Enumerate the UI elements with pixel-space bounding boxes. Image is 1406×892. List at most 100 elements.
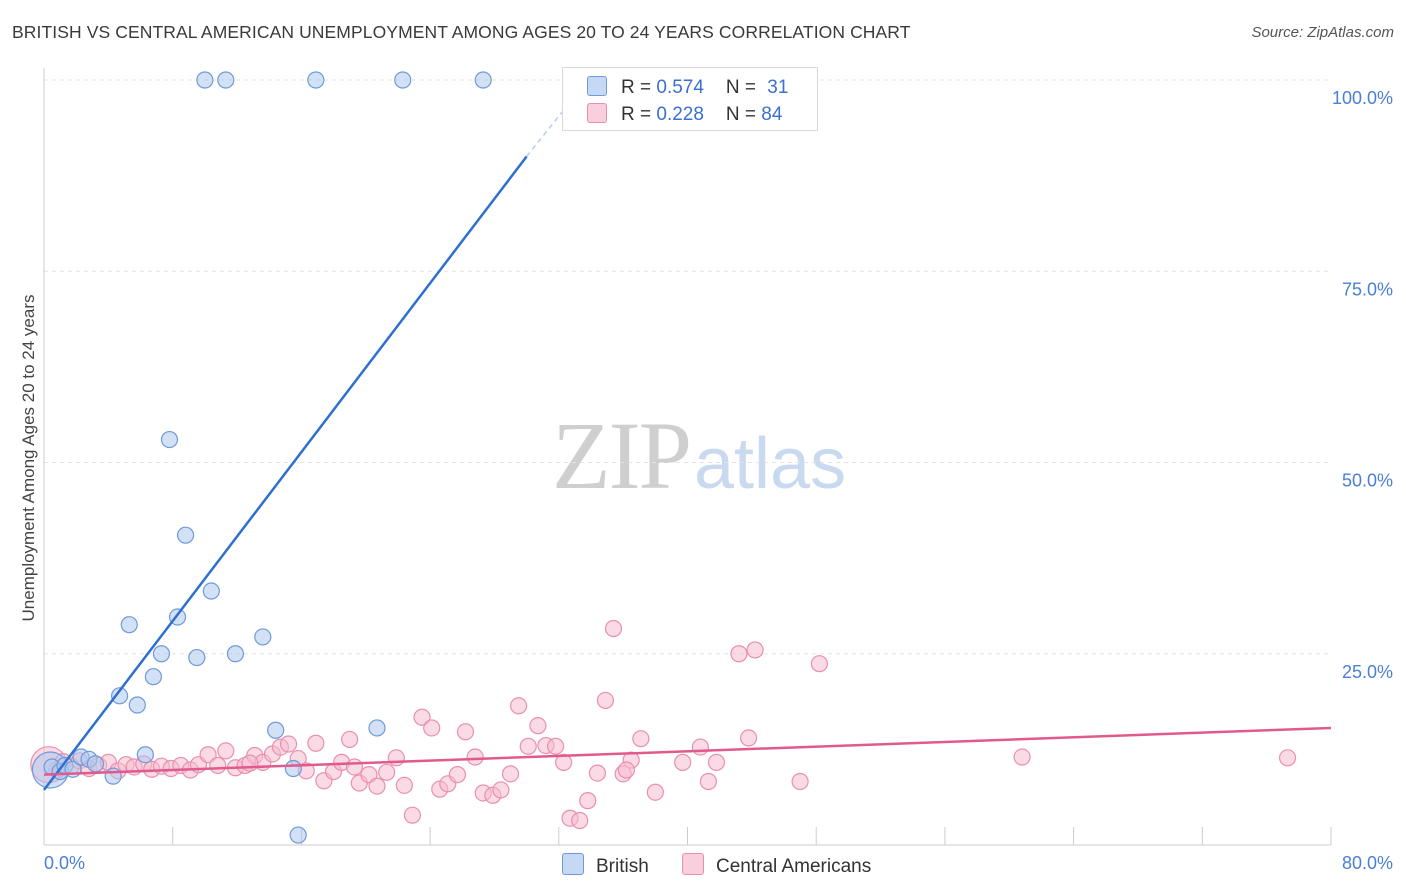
x-tick-label: 80.0% (1342, 853, 1393, 873)
british-point (368, 719, 386, 737)
central-point (571, 811, 589, 830)
central-point (378, 763, 396, 781)
british-point (394, 71, 412, 89)
british-point (307, 71, 325, 89)
y-tick-label: 100.0% (1332, 88, 1393, 108)
central-point (341, 730, 359, 749)
central-point (810, 655, 829, 673)
central-americans-points (30, 619, 1297, 830)
central-point (740, 729, 758, 747)
y-axis-label: Unemployment Among Ages 20 to 24 years (19, 295, 38, 622)
central-point (395, 776, 413, 794)
legend-row-british: R = 0.574 N = 31 (587, 76, 788, 100)
central-point (345, 758, 364, 776)
british-point (176, 526, 195, 544)
central-point (423, 719, 441, 737)
british-legend-swatch (562, 853, 584, 875)
british-n-label: N = (725, 77, 762, 98)
british-trend-line (43, 155, 528, 791)
central-point (579, 792, 597, 810)
british-point (254, 628, 272, 646)
british-point (196, 71, 214, 89)
central-point (509, 697, 528, 715)
central-point (646, 783, 664, 801)
bottom-legend-central: Central Americans (682, 853, 871, 878)
central-point (617, 761, 635, 779)
central-point (387, 749, 405, 767)
bottom-legend-british: British (562, 853, 649, 878)
legend: R = 0.574 N = 31 R = 0.228 N = 84 (562, 67, 818, 131)
central-point (413, 708, 431, 726)
central-n-label: N = (725, 104, 762, 125)
central-point (456, 723, 475, 741)
british-point (289, 826, 307, 844)
y-tick-label: 50.0% (1342, 471, 1393, 491)
trend-lines (43, 79, 1332, 791)
british-point (474, 71, 492, 89)
central-point (604, 619, 623, 638)
central-point (501, 765, 520, 783)
british-point (160, 430, 179, 449)
central-point (529, 717, 547, 735)
central-point (596, 691, 615, 710)
central-point (279, 735, 298, 753)
central-point (448, 766, 467, 784)
central-point (199, 746, 217, 764)
british-point (188, 648, 206, 667)
bottom-legend: British Central Americans (0, 853, 1406, 877)
central-point (492, 781, 510, 799)
central-point (588, 764, 607, 782)
central-point (368, 777, 386, 795)
british-n-value: 31 (767, 77, 789, 98)
grid-lines (44, 79, 1331, 655)
british-points (31, 71, 492, 844)
chart-title: BRITISH VS CENTRAL AMERICAN UNEMPLOYMENT… (12, 22, 911, 42)
central-point (746, 641, 764, 659)
chart-source: Source: ZipAtlas.com (1251, 24, 1394, 41)
central-point (730, 645, 748, 663)
central-point (403, 806, 422, 824)
central-point (707, 753, 726, 771)
central-point (699, 772, 718, 791)
central-point (466, 748, 484, 766)
british-point (152, 645, 171, 663)
british-point (120, 616, 138, 634)
central-point (1278, 749, 1297, 767)
watermark-zip: ZIP (552, 402, 692, 509)
y-tick-label: 75.0% (1342, 279, 1393, 299)
british-point (128, 696, 146, 714)
watermark-atlas: atlas (694, 424, 847, 504)
british-point (111, 687, 129, 705)
british-point (284, 759, 302, 778)
central-point (546, 737, 565, 755)
central-point (674, 753, 692, 771)
british-point (267, 721, 285, 739)
central-point (1013, 748, 1031, 766)
british-r-label: R = (621, 77, 657, 98)
watermark: ZIPatlas (552, 400, 846, 511)
x-tick-label: 0.0% (44, 853, 85, 873)
british-point (104, 767, 122, 785)
central-point (241, 754, 259, 772)
central-point (791, 772, 809, 791)
british-point (202, 582, 220, 600)
legend-row-central: R = 0.228 N = 84 (587, 103, 782, 127)
central-r-label: R = (621, 104, 657, 125)
central-point (632, 730, 650, 748)
british-swatch (587, 76, 607, 96)
british-point (144, 668, 162, 686)
central-point (209, 756, 227, 775)
british-legend-label: British (596, 856, 649, 877)
central-legend-label: Central Americans (716, 856, 872, 877)
central-point (217, 742, 235, 760)
central-n-value: 84 (761, 104, 783, 125)
british-point (217, 71, 235, 89)
central-swatch (587, 103, 607, 123)
british-point (86, 755, 105, 773)
british-r-value: 0.574 (656, 77, 704, 98)
central-point (519, 737, 537, 755)
axes (43, 68, 1332, 846)
british-point (226, 645, 245, 663)
central-point (307, 734, 325, 752)
